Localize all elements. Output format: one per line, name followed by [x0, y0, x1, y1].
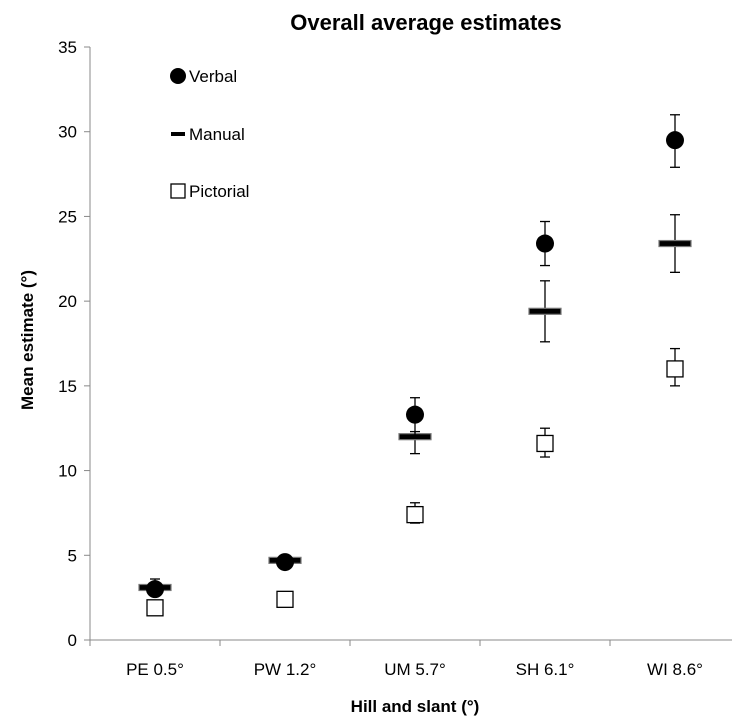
pictorial-point	[666, 360, 684, 378]
legend-marker-pictorial	[170, 183, 186, 199]
verbal-point	[536, 234, 554, 253]
y-tick-label: 5	[68, 546, 77, 565]
y-tick-label: 15	[58, 377, 77, 396]
legend-label-verbal: Verbal	[189, 67, 237, 86]
verbal-point	[146, 580, 164, 599]
legend-label-pictorial: Pictorial	[189, 182, 249, 201]
pictorial-point	[536, 434, 554, 453]
y-tick-label: 25	[58, 207, 77, 226]
legend: Verbal Manual Pictorial	[170, 67, 249, 201]
pictorial-point	[276, 590, 294, 608]
verbal-point	[276, 553, 294, 572]
legend-marker-verbal	[170, 68, 186, 84]
x-axis-title: Hill and slant (°)	[351, 697, 480, 716]
chart-title: Overall average estimates	[290, 10, 562, 35]
legend-label-manual: Manual	[189, 125, 245, 144]
x-tick-label: WI 8.6°	[647, 660, 703, 679]
y-tick-label: 10	[58, 462, 77, 481]
x-tick-label: SH 6.1°	[516, 660, 575, 679]
data-marks	[138, 114, 692, 617]
verbal-point	[666, 131, 684, 150]
x-tick-label: UM 5.7°	[384, 660, 446, 679]
manual-point	[528, 307, 562, 315]
y-tick-label: 35	[58, 38, 77, 57]
pictorial-point	[406, 505, 424, 524]
y-tick-label: 30	[58, 123, 77, 142]
legend-marker-manual	[171, 132, 185, 136]
y-tick-label: 20	[58, 292, 77, 311]
y-axis-title: Mean estimate (°)	[18, 270, 37, 410]
x-tick-label: PE 0.5°	[126, 660, 184, 679]
y-tick-label: 0	[68, 631, 77, 650]
pictorial-point	[146, 599, 164, 617]
x-tick-label: PW 1.2°	[254, 660, 317, 679]
verbal-point	[406, 405, 424, 424]
manual-point	[658, 239, 692, 248]
axes: 0 5 10 15 20 25 30 35 PE 0.5° PW 1.2° UM 5.7° SH 6.…	[58, 38, 732, 679]
